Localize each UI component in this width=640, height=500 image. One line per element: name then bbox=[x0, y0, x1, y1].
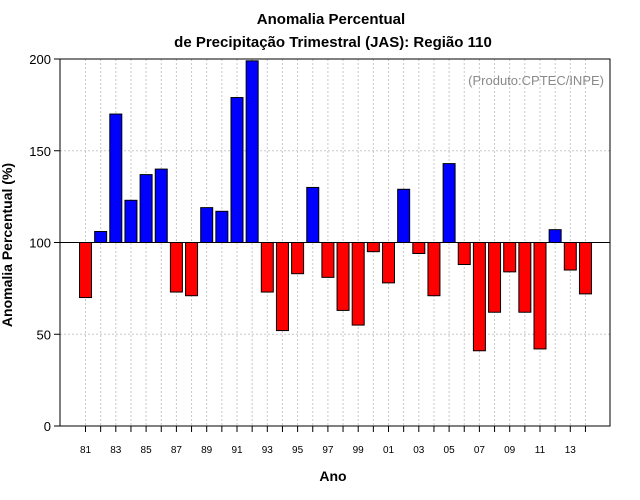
bar-95 bbox=[291, 242, 305, 275]
y-axis-label: Anomalia Percentual (%) bbox=[0, 163, 15, 327]
bar-94 bbox=[275, 242, 289, 332]
x-tick-label: 05 bbox=[444, 445, 456, 456]
x-axis-label: Ano bbox=[319, 468, 346, 484]
bar-83 bbox=[109, 113, 123, 243]
bar-97 bbox=[321, 242, 335, 278]
chart-title-line2: de Precipitação Trimestral (JAS): Região… bbox=[174, 34, 492, 51]
bar-11 bbox=[533, 242, 547, 350]
x-tick-label: 99 bbox=[353, 445, 365, 456]
x-tick-label: 87 bbox=[171, 445, 183, 456]
bar-91 bbox=[230, 97, 244, 243]
bar-96 bbox=[306, 186, 320, 243]
bar-09 bbox=[503, 242, 517, 273]
y-tick-label: 100 bbox=[29, 236, 51, 251]
x-tick-label: 01 bbox=[383, 445, 395, 456]
x-tick-label: 89 bbox=[201, 445, 213, 456]
x-tick-label: 11 bbox=[535, 445, 546, 456]
bar-01 bbox=[382, 242, 395, 284]
bar-98 bbox=[336, 242, 350, 311]
x-tick-label: 03 bbox=[413, 445, 425, 456]
bar-04 bbox=[427, 242, 441, 297]
x-tick-label: 91 bbox=[231, 445, 243, 456]
bar-08 bbox=[488, 242, 502, 313]
grid bbox=[60, 59, 610, 426]
bar-88 bbox=[185, 242, 199, 297]
bar-87 bbox=[169, 242, 183, 293]
bar-02 bbox=[397, 188, 411, 244]
bar-90 bbox=[215, 210, 229, 243]
x-tick-label: 85 bbox=[141, 445, 153, 456]
chart-title-line1: Anomalia Percentual bbox=[257, 11, 405, 28]
bar-07 bbox=[472, 242, 486, 352]
y-tick-label: 0 bbox=[44, 419, 51, 434]
bar-12 bbox=[548, 229, 562, 243]
bar-92 bbox=[245, 60, 259, 243]
y-tick-label: 200 bbox=[29, 52, 51, 67]
bar-00 bbox=[366, 242, 380, 253]
bar-84 bbox=[124, 199, 138, 243]
x-axis: 81 83 85 87 89 91 93 95 97 99 01 03 05 07 09 11 13 bbox=[80, 426, 586, 456]
y-tick-label: 50 bbox=[37, 327, 51, 342]
bar-06 bbox=[457, 242, 471, 266]
bar-13 bbox=[563, 242, 577, 271]
x-tick-label: 93 bbox=[262, 445, 274, 456]
bars bbox=[79, 60, 592, 352]
bar-85 bbox=[139, 174, 153, 243]
bar-89 bbox=[200, 207, 214, 243]
x-tick-label: 13 bbox=[565, 445, 577, 456]
bar-93 bbox=[260, 242, 274, 293]
bar-82 bbox=[94, 230, 108, 244]
bar-81 bbox=[79, 242, 92, 299]
credit-text: (Produto:CPTEC/INPE) bbox=[468, 73, 604, 88]
x-tick-label: 09 bbox=[504, 445, 516, 456]
bar-05 bbox=[442, 163, 456, 243]
bar-03 bbox=[412, 242, 426, 255]
x-tick-label: 83 bbox=[110, 445, 122, 456]
y-tick-label: 150 bbox=[29, 144, 51, 159]
bar-10 bbox=[518, 242, 532, 313]
x-tick-label: 95 bbox=[292, 445, 304, 456]
x-tick-label: 81 bbox=[80, 445, 92, 456]
x-tick-label: 97 bbox=[322, 445, 334, 456]
x-tick-label: 07 bbox=[474, 445, 486, 456]
bar-99 bbox=[351, 242, 365, 326]
y-axis: 0 50 100 150 200 bbox=[29, 52, 60, 434]
bar-14 bbox=[578, 242, 592, 295]
bar-86 bbox=[154, 168, 168, 244]
